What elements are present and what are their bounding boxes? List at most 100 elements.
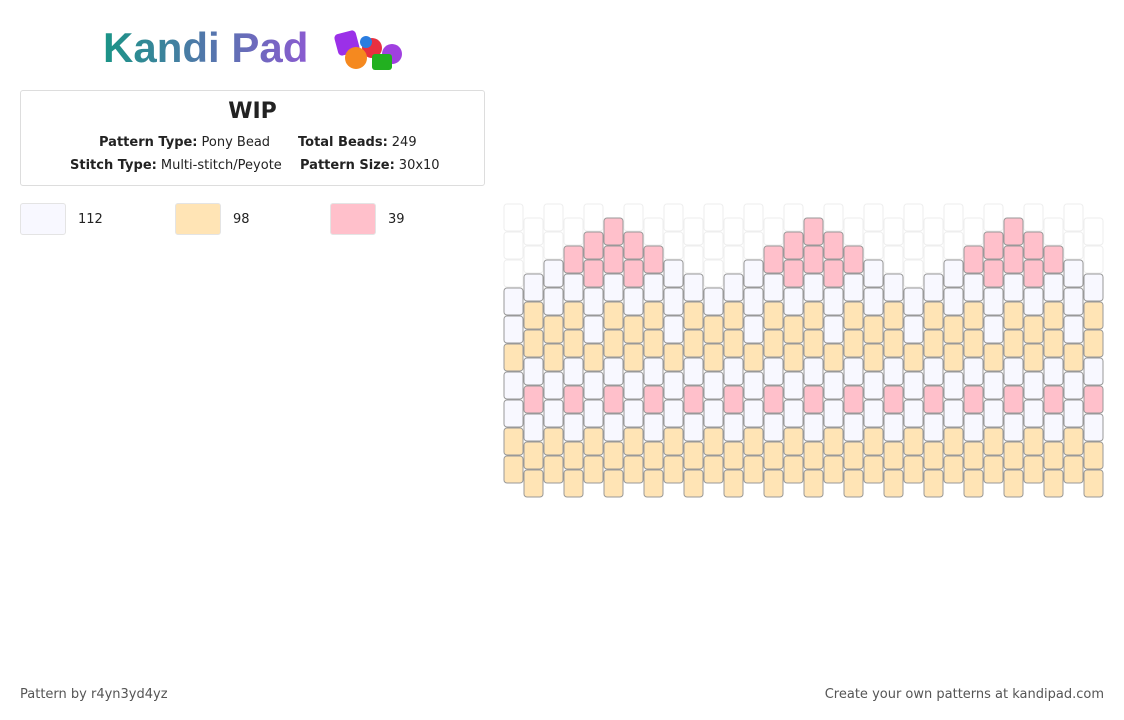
empty-bead — [703, 203, 724, 232]
bead — [1023, 455, 1044, 484]
bead — [1043, 385, 1064, 414]
bead — [943, 315, 964, 344]
bead — [563, 469, 584, 498]
empty-bead — [903, 203, 924, 232]
bead — [803, 469, 824, 498]
bead — [803, 329, 824, 358]
empty-bead — [683, 245, 704, 274]
field-value: 30x10 — [398, 158, 440, 173]
bead — [683, 357, 704, 386]
bead — [523, 301, 544, 330]
empty-bead — [623, 203, 644, 232]
bead — [643, 385, 664, 414]
bead — [1023, 231, 1044, 260]
bead — [1043, 245, 1064, 274]
bead — [1083, 441, 1104, 470]
bead — [863, 455, 884, 484]
bead — [723, 413, 744, 442]
bead — [1003, 217, 1024, 246]
bead — [1083, 385, 1104, 414]
bead — [703, 343, 724, 372]
bead — [843, 329, 864, 358]
bead — [783, 259, 804, 288]
empty-bead — [763, 217, 784, 246]
empty-bead — [903, 259, 924, 288]
swatch — [330, 203, 376, 235]
bead — [863, 371, 884, 400]
empty-bead — [523, 217, 544, 246]
empty-bead — [1023, 203, 1044, 232]
bead — [603, 245, 624, 274]
bead — [663, 399, 684, 428]
bead — [663, 427, 684, 456]
bead — [723, 357, 744, 386]
bead — [803, 357, 824, 386]
bead — [923, 273, 944, 302]
bead — [803, 413, 824, 442]
bead — [923, 357, 944, 386]
pattern-title: WIP — [228, 99, 277, 124]
empty-bead — [1043, 217, 1064, 246]
bead — [503, 343, 524, 372]
bead — [923, 301, 944, 330]
bead — [523, 469, 544, 498]
field: Pattern Size: 30x10 — [300, 158, 440, 173]
bead — [1023, 371, 1044, 400]
bead — [1063, 287, 1084, 316]
bead — [563, 245, 584, 274]
bead — [623, 427, 644, 456]
empty-bead — [983, 203, 1004, 232]
bead — [903, 427, 924, 456]
bead — [783, 231, 804, 260]
bead — [1003, 413, 1024, 442]
bead — [1003, 245, 1024, 274]
bead — [643, 329, 664, 358]
bead — [1063, 259, 1084, 288]
empty-bead — [843, 217, 864, 246]
bead — [843, 413, 864, 442]
bead — [663, 455, 684, 484]
bead — [683, 413, 704, 442]
empty-bead — [923, 245, 944, 274]
bead — [1043, 273, 1064, 302]
bead — [923, 329, 944, 358]
bead-count: 39 — [388, 211, 405, 227]
field-value: Multi-stitch/Peyote — [160, 158, 282, 173]
empty-bead — [703, 259, 724, 288]
bead — [1063, 343, 1084, 372]
bead — [763, 245, 784, 274]
bead — [783, 455, 804, 484]
empty-bead — [1063, 231, 1084, 260]
bead — [603, 413, 624, 442]
field-value: 249 — [391, 135, 417, 150]
bead — [883, 441, 904, 470]
bead — [543, 399, 564, 428]
empty-bead — [1063, 203, 1084, 232]
bead — [623, 315, 644, 344]
field-value: Pony Bead — [201, 135, 271, 150]
bead — [763, 413, 784, 442]
field-label: Pattern Size: — [300, 158, 395, 173]
footer-link[interactable]: Create your own patterns at kandipad.com — [824, 687, 1104, 702]
bead — [703, 455, 724, 484]
logo: Kandi Pad — [103, 24, 309, 71]
bead — [1043, 441, 1064, 470]
bead — [603, 329, 624, 358]
empty-bead — [543, 203, 564, 232]
bead — [763, 273, 784, 302]
bead — [683, 441, 704, 470]
bead — [763, 329, 784, 358]
bead — [503, 427, 524, 456]
bead — [743, 287, 764, 316]
bead — [623, 231, 644, 260]
bead — [983, 315, 1004, 344]
bead — [983, 427, 1004, 456]
bead — [743, 427, 764, 456]
bead — [783, 371, 804, 400]
bead — [523, 329, 544, 358]
bead — [583, 343, 604, 372]
bead — [783, 427, 804, 456]
bead — [1003, 385, 1024, 414]
bead — [723, 301, 744, 330]
